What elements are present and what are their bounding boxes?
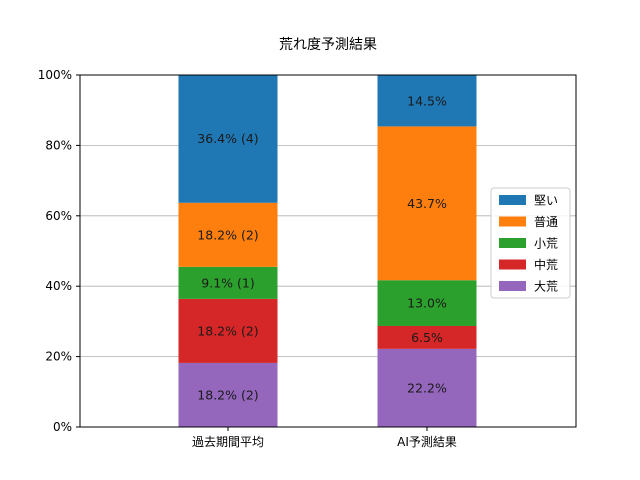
legend-swatch: [499, 259, 526, 270]
bar-segment: [178, 266, 278, 299]
y-tick-label: 80%: [45, 138, 72, 152]
bar-segment: [178, 362, 278, 427]
bar-segment: [178, 74, 278, 203]
bar-label: 18.2% (2): [197, 323, 258, 338]
chart-title: 荒れ度予測結果: [279, 37, 377, 53]
bar-label: 9.1% (1): [201, 275, 254, 290]
y-tick-label: 40%: [45, 279, 72, 293]
legend-swatch: [499, 195, 526, 205]
bar-label: 18.2% (2): [197, 227, 258, 242]
legend-swatch: [499, 281, 526, 291]
bar-label: 43.7%: [407, 196, 447, 211]
x-tick-label: AI予測結果: [397, 435, 457, 449]
bar-label: 22.2%: [407, 380, 447, 395]
bar-segment: [377, 325, 477, 349]
y-tick-label: 60%: [45, 209, 72, 223]
bar-label: 13.0%: [407, 296, 447, 311]
x-axis: 過去期間平均 AI予測結果: [192, 427, 457, 449]
bar-label: 6.5%: [411, 330, 443, 345]
legend-swatch: [499, 216, 526, 227]
bar-label: 14.5%: [407, 93, 447, 108]
bar-segment: [377, 75, 477, 127]
x-tick-label: 過去期間平均: [192, 435, 264, 449]
legend-label: 中荒: [534, 257, 558, 272]
bar-label: 18.2% (2): [197, 387, 258, 402]
y-tick-label: 0%: [53, 420, 72, 434]
bars: [178, 74, 477, 427]
legend-label: 小荒: [534, 237, 558, 251]
legend-label: 大荒: [534, 280, 558, 294]
bar-segment: [377, 280, 477, 326]
y-tick-label: 20%: [45, 350, 72, 364]
y-tick-label: 100%: [38, 68, 72, 82]
bar-segment: [178, 298, 278, 363]
legend-label: 堅い: [534, 194, 558, 208]
legend-label: 普通: [534, 215, 558, 229]
legend-frame: [490, 187, 571, 299]
legend-swatch: [499, 238, 526, 248]
bar-label: 36.4% (4): [197, 131, 258, 146]
bar-segment: [377, 126, 477, 281]
bar-segment: [377, 348, 477, 427]
bar-labels: 18.2% (2) 18.2% (2) 9.1% (1) 18.2% (2) 36.4%…: [197, 93, 447, 402]
y-axis: 0% 20% 40% 60% 80% 100%: [38, 68, 80, 434]
bar-segment: [178, 202, 278, 267]
plot-frame: [79, 74, 577, 428]
